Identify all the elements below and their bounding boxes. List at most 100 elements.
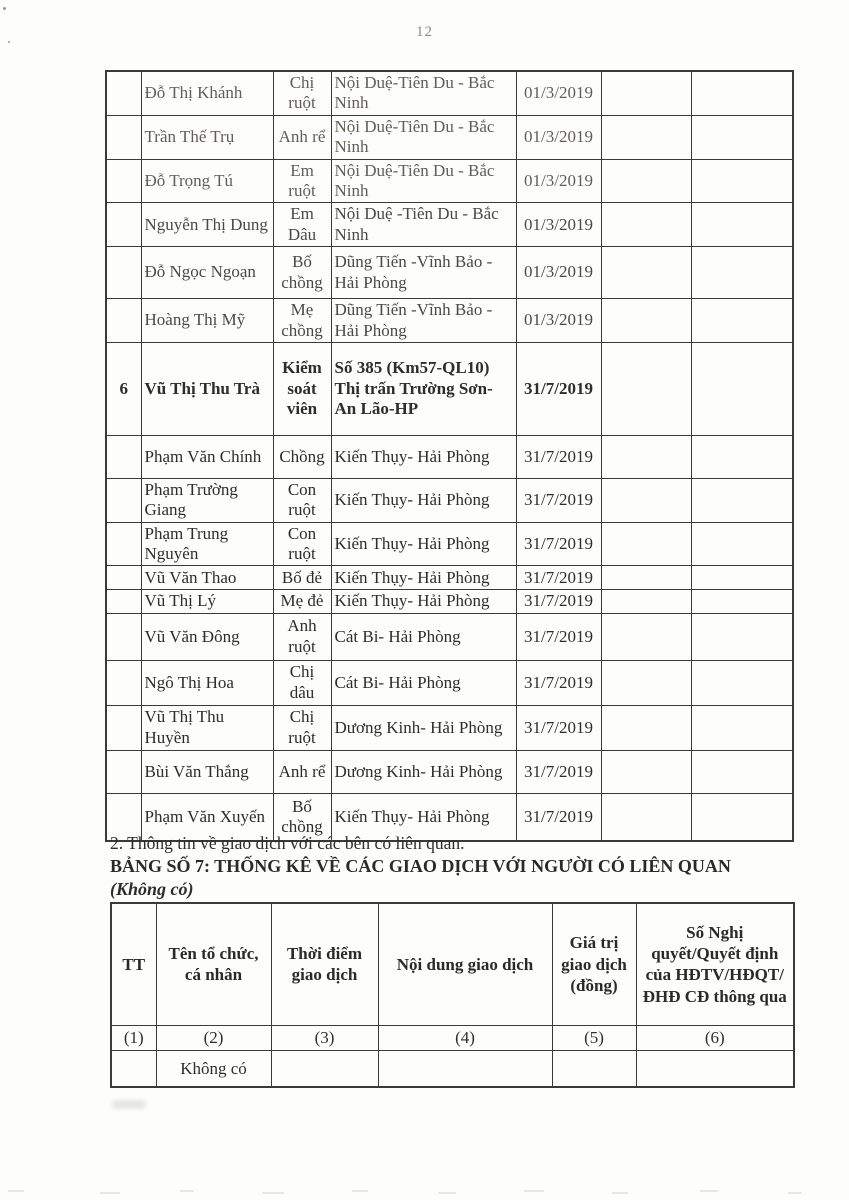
scan-smudge [352, 1190, 368, 1192]
scan-smudge [180, 1190, 194, 1192]
cell-address: Nội Duệ-Tiên Du - Bắc Ninh [330, 158, 517, 204]
cell-stt [105, 521, 142, 567]
cell-relation: Bố chồng [272, 246, 332, 300]
cell-empty [600, 589, 692, 614]
cell-empty [600, 659, 692, 706]
cell-empty [690, 612, 794, 661]
cell-date: 31/7/2019 [515, 341, 602, 436]
cell-address: Dũng Tiến -Vĩnh Bảo - Hải Phòng [330, 246, 517, 300]
scan-smudge [788, 1192, 802, 1194]
cell-date: 31/7/2019 [515, 434, 602, 479]
table-row: Vũ Thị Thu Huyền Chị ruột Dương Kinh- Hả… [105, 704, 794, 751]
cell-address: Kiến Thụy- Hải Phòng [330, 792, 517, 842]
cell-name: Phạm Trường Giang [140, 477, 274, 523]
cell-empty [600, 565, 692, 591]
cell-empty [690, 589, 794, 614]
cell-relation: Chị ruột [272, 704, 332, 751]
cell-name: Vũ Văn Đông [140, 612, 274, 661]
table-row: Bùi Văn Thắng Anh rể Dương Kinh- Hải Phò… [105, 749, 794, 794]
cell-stt [105, 792, 142, 842]
cell-relation: Chị dâu [272, 659, 332, 706]
cell-stt [105, 434, 142, 479]
cell-date: 01/3/2019 [515, 298, 602, 343]
cell-empty [690, 434, 794, 479]
cell-empty [600, 477, 692, 523]
cell-empty [600, 114, 692, 160]
col-number: (3) [270, 1024, 379, 1051]
cell-stt [105, 704, 142, 751]
column-numbers-row: (1) (2) (3) (4) (5) (6) [110, 1024, 795, 1051]
cell-relation: Em ruột [272, 158, 332, 204]
cell-address: Số 385 (Km57-QL10) Thị trấn Trường Sơn- … [330, 341, 517, 436]
cell-stt [105, 749, 142, 794]
scan-smudge [524, 1190, 544, 1192]
table-row: 6 Vũ Thị Thu Trà Kiểm soát viên Số 385 (… [105, 341, 794, 436]
cell-address: Nội Duệ-Tiên Du - Bắc Ninh [330, 70, 517, 116]
cell-relation: Anh rể [272, 749, 332, 794]
header-gia-tri: Giá trị giao dịch (đồng) [551, 902, 637, 1026]
cell-relation: Chị ruột [272, 70, 332, 116]
cell-relation: Chồng [272, 434, 332, 479]
table-row: Phạm Trường Giang Con ruột Kiến Thụy- Hả… [105, 477, 794, 523]
cell-empty [600, 202, 692, 248]
cell-empty [690, 565, 794, 591]
cell-address: Kiến Thụy- Hải Phòng [330, 477, 517, 523]
scan-smudge [8, 1190, 24, 1192]
scan-smudge [700, 1190, 718, 1192]
cell-name: Trần Thế Trụ [140, 114, 274, 160]
table-row: Phạm Văn Xuyến Bố chồng Kiến Thụy- Hải P… [105, 792, 794, 842]
col-number: (2) [155, 1024, 272, 1051]
header-so-nghi-quyet: Số Nghị quyết/Quyết định của HĐTV/HĐQT/Đ… [635, 902, 795, 1026]
cell-empty [635, 1049, 795, 1088]
header-noi-dung: Nội dung giao dịch [377, 902, 553, 1026]
cell-empty [110, 1049, 157, 1088]
cell-date: 31/7/2019 [515, 521, 602, 567]
cell-stt [105, 298, 142, 343]
cell-address: Dương Kinh- Hải Phòng [330, 704, 517, 751]
cell-date: 31/7/2019 [515, 565, 602, 591]
col-number: (5) [551, 1024, 637, 1051]
table-header-row: TT Tên tổ chức, cá nhân Thời điểm giao d… [110, 902, 795, 1026]
cell-name: Phạm Văn Xuyến [140, 792, 274, 842]
table-row: Đỗ Ngọc Ngoạn Bố chồng Dũng Tiến -Vĩnh B… [105, 246, 794, 300]
cell-address: Cát Bi- Hải Phòng [330, 612, 517, 661]
header-tt: TT [110, 902, 157, 1026]
cell-empty [690, 659, 794, 706]
cell-empty [600, 434, 692, 479]
cell-name: Đỗ Trọng Tú [140, 158, 274, 204]
cell-relation: Kiểm soát viên [272, 341, 332, 436]
cell-empty [690, 70, 794, 116]
cell-empty [600, 246, 692, 300]
table-row: Vũ Thị Lý Mẹ đẻ Kiến Thụy- Hải Phòng 31/… [105, 589, 794, 614]
cell-empty [377, 1049, 553, 1088]
cell-name: Đỗ Thị Khánh [140, 70, 274, 116]
cell-address: Kiến Thụy- Hải Phòng [330, 521, 517, 567]
cell-stt [105, 477, 142, 523]
cell-name: Hoàng Thị Mỹ [140, 298, 274, 343]
cell-empty [690, 521, 794, 567]
cell-date: 31/7/2019 [515, 477, 602, 523]
table-row: Đỗ Thị Khánh Chị ruột Nội Duệ-Tiên Du - … [105, 70, 794, 116]
cell-empty [690, 477, 794, 523]
col-number: (1) [110, 1024, 157, 1051]
scan-speck [3, 7, 6, 10]
table7-title: BẢNG SỐ 7: THỐNG KÊ VỀ CÁC GIAO DỊCH VỚI… [110, 856, 731, 876]
cell-stt [105, 659, 142, 706]
cell-empty [690, 298, 794, 343]
cell-empty [600, 70, 692, 116]
section-intro: 2. Thông tin về giao dịch với các bên có… [110, 833, 465, 853]
cell-relation: Anh rể [272, 114, 332, 160]
cell-empty [690, 792, 794, 842]
cell-name: Vũ Văn Thao [140, 565, 274, 591]
section-heading: 2. Thông tin về giao dịch với các bên có… [110, 833, 810, 900]
scan-speck [8, 41, 10, 43]
cell-date: 01/3/2019 [515, 158, 602, 204]
scan-smudge [100, 1192, 120, 1194]
scan-smudge [438, 1192, 456, 1194]
transactions-table: TT Tên tổ chức, cá nhân Thời điểm giao d… [110, 902, 795, 1088]
cell-address: Dương Kinh- Hải Phòng [330, 749, 517, 794]
cell-relation: Mẹ đẻ [272, 589, 332, 614]
cell-date: 31/7/2019 [515, 659, 602, 706]
cell-relation: Con ruột [272, 521, 332, 567]
cell-stt [105, 202, 142, 248]
